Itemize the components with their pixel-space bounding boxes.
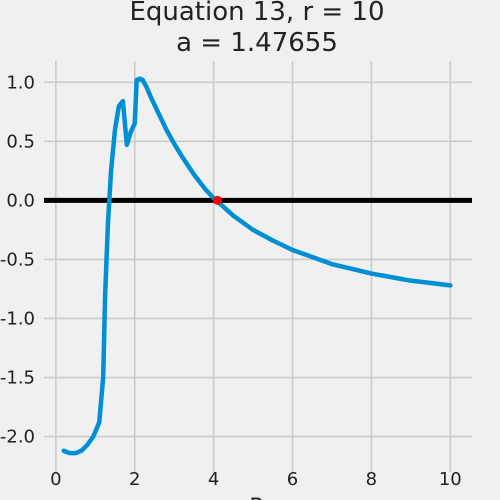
x-tick-label: 6 — [287, 469, 298, 490]
x-grid — [55, 61, 452, 472]
y-tick-label: -2.0 — [0, 427, 35, 448]
y-tick-label: -0.5 — [0, 249, 35, 270]
x-tick-label: 8 — [366, 469, 377, 490]
x-tick-label: 0 — [50, 469, 61, 490]
y-tick-label: -1.5 — [0, 368, 35, 389]
x-tick-labels: 0 2 4 6 8 10 — [50, 469, 462, 490]
y-tick-label: 0.5 — [6, 131, 35, 152]
y-tick-label: 1.0 — [6, 72, 35, 93]
y-tick-label: 0.0 — [6, 190, 35, 211]
x-tick-label: 4 — [208, 469, 219, 490]
root-marker — [213, 195, 223, 205]
y-tick-labels: 1.0 0.5 0.0 -0.5 -1.0 -1.5 -2.0 — [0, 72, 35, 447]
chart-title-line-2: a = 1.47655 — [176, 28, 338, 58]
x-axis-label: R — [249, 495, 264, 500]
series-line — [61, 76, 453, 456]
y-tick-label: -1.0 — [0, 308, 35, 329]
x-tick-label: 2 — [129, 469, 140, 490]
x-tick-label: 10 — [439, 469, 462, 490]
chart-title-line-1: Equation 13, r = 10 — [129, 0, 384, 27]
